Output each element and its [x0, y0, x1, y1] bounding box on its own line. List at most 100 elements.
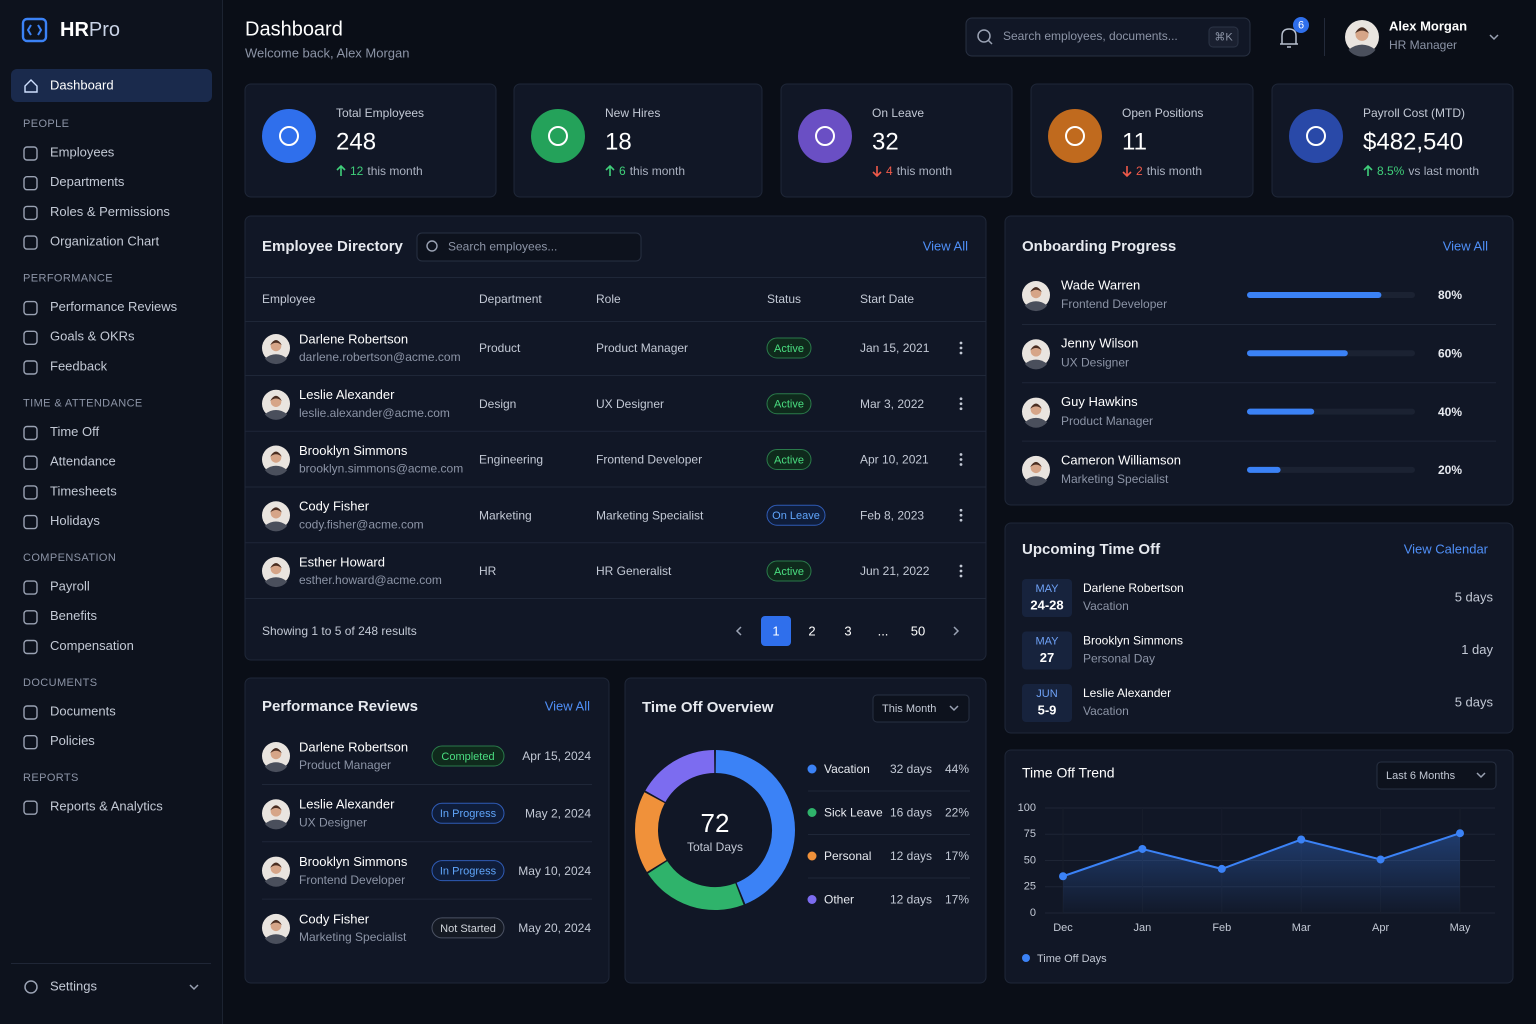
legend-label: Other — [824, 893, 854, 907]
view-all-link[interactable]: View All — [923, 238, 968, 253]
status-label: On Leave — [772, 510, 820, 522]
menu-dot[interactable] — [959, 564, 963, 568]
nav-item[interactable]: Benefits — [50, 608, 97, 623]
area-fill — [1063, 833, 1460, 913]
review-date: May 10, 2024 — [518, 864, 591, 878]
stat-glyph — [815, 126, 835, 146]
legend-days: 12 days — [890, 893, 932, 907]
start-date: Jun 21, 2022 — [860, 564, 930, 578]
employee-email: leslie.alexander@acme.com — [299, 406, 450, 420]
nav-item[interactable]: Performance Reviews — [50, 299, 178, 314]
stat-change: 8.5% vs last month — [1377, 164, 1479, 178]
menu-dot[interactable] — [959, 341, 963, 345]
menu-dot[interactable] — [959, 513, 963, 517]
nav-item[interactable]: Attendance — [50, 454, 116, 469]
menu-dot[interactable] — [959, 574, 963, 578]
donut-slice — [715, 750, 795, 905]
status-label: Active — [774, 399, 804, 411]
nav-item[interactable]: Documents — [50, 703, 116, 718]
card — [780, 83, 1013, 198]
nav-item[interactable]: Holidays — [50, 513, 100, 528]
dropdown-label[interactable]: Last 6 Months — [1386, 770, 1456, 782]
nav-item[interactable]: Employees — [50, 144, 115, 159]
nav-item[interactable]: Departments — [50, 174, 125, 189]
search-box[interactable] — [965, 17, 1251, 57]
avatar-body — [264, 762, 288, 773]
nav-item[interactable]: Settings — [50, 978, 97, 993]
page-number[interactable]: 2 — [808, 623, 815, 638]
employee-name: Leslie Alexander — [299, 387, 395, 402]
page-number[interactable]: ... — [878, 623, 889, 638]
icon — [23, 800, 38, 815]
status-label: Active — [774, 566, 804, 578]
avatar-hair — [270, 395, 282, 401]
nav-item[interactable]: Feedback — [50, 358, 108, 373]
progress-bar — [1247, 350, 1348, 357]
bell-icon[interactable] — [1280, 28, 1298, 48]
menu-dot[interactable] — [959, 518, 963, 522]
nav-item[interactable]: Policies — [50, 733, 95, 748]
search-icon — [987, 39, 993, 45]
view-all-link[interactable]: View All — [545, 698, 590, 713]
chevron — [735, 626, 742, 636]
nav-item[interactable]: Dashboard — [50, 77, 114, 92]
stat-label: Payroll Cost (MTD) — [1363, 106, 1465, 120]
chevron — [949, 705, 959, 712]
review-date: May 20, 2024 — [518, 921, 591, 935]
nav-item[interactable]: Time Off — [50, 424, 100, 439]
avatar-hair — [270, 507, 282, 513]
nav-item[interactable]: Compensation — [50, 638, 134, 653]
employee-role: Frontend Developer — [1061, 297, 1167, 311]
nav-item[interactable]: Organization Chart — [50, 234, 159, 249]
search-box[interactable] — [416, 232, 642, 262]
nav-item[interactable]: Reports & Analytics — [50, 799, 163, 814]
avatar-hair — [1030, 461, 1042, 468]
donut-slice — [635, 792, 667, 873]
dropdown[interactable] — [1376, 761, 1497, 790]
menu-dot[interactable] — [959, 407, 963, 411]
menu-dot[interactable] — [959, 351, 963, 355]
menu-dot[interactable] — [959, 463, 963, 466]
progress-label: 40% — [1438, 405, 1462, 419]
employee-name: Guy Hawkins — [1061, 394, 1138, 409]
trend-arrow — [605, 164, 615, 176]
dropdown-label[interactable]: This Month — [882, 703, 936, 715]
status-label: In Progress — [440, 866, 497, 878]
menu-dot[interactable] — [959, 346, 963, 350]
menu-dot[interactable] — [959, 453, 963, 456]
page-number[interactable]: 50 — [911, 623, 925, 638]
menu-dot[interactable] — [959, 397, 963, 401]
status-pill — [431, 860, 505, 882]
nav-item[interactable]: Roles & Permissions — [50, 204, 170, 219]
card — [1271, 83, 1514, 198]
employee-name: Cody Fisher — [299, 911, 370, 926]
menu-dot[interactable] — [959, 458, 963, 461]
progress-label: 80% — [1438, 288, 1462, 302]
menu-dot[interactable] — [959, 569, 963, 573]
status-pill — [766, 449, 812, 470]
point — [1376, 855, 1385, 864]
menu-dot[interactable] — [959, 508, 963, 512]
leave-type: Vacation — [1083, 599, 1129, 613]
card-title: Upcoming Time Off — [1022, 541, 1161, 558]
page-number[interactable]: 1 — [772, 623, 779, 638]
nav-active[interactable] — [11, 69, 212, 102]
y-tick-label: 0 — [1030, 907, 1036, 919]
view-calendar-link[interactable]: View Calendar — [1404, 541, 1489, 556]
stat-glyph — [1065, 126, 1085, 146]
page-active[interactable] — [761, 616, 791, 646]
card-title: Time Off Trend — [1022, 765, 1115, 781]
dropdown[interactable] — [872, 694, 970, 723]
nav-item[interactable]: Payroll — [50, 579, 90, 594]
employee-name: Wade Warren — [1061, 277, 1140, 292]
menu-dot[interactable] — [959, 402, 963, 406]
status-label: Active — [774, 343, 804, 355]
view-all-link[interactable]: View All — [1443, 238, 1488, 253]
nav-item[interactable]: Goals & OKRs — [50, 329, 135, 344]
avatar-body — [264, 819, 288, 830]
stat-icon — [1289, 109, 1343, 163]
nav-item[interactable]: Timesheets — [50, 483, 117, 498]
notification-badge — [1293, 17, 1309, 33]
duration: 5 days — [1455, 589, 1494, 604]
page-number[interactable]: 3 — [844, 623, 851, 638]
